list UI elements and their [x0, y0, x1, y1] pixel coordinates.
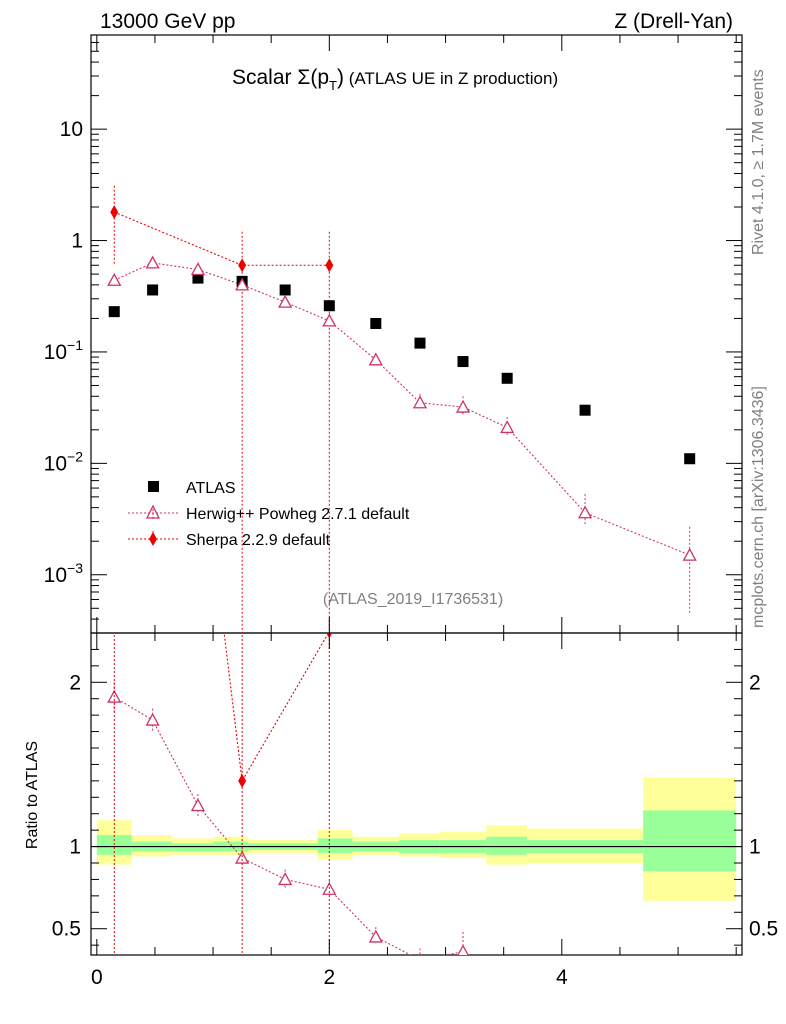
main-series	[107, 185, 697, 633]
legend: ATLAS Herwig++ Powheg 2.7.1 default Sher…	[128, 480, 410, 549]
atlas-point-0	[108, 306, 120, 318]
legend-atlas-marker	[148, 481, 159, 492]
band-inner-5	[317, 838, 353, 854]
herwig-point-10	[577, 505, 593, 519]
herwig-point-7	[412, 395, 428, 409]
herwig-point-11	[682, 547, 697, 561]
xtick-label-2: 4	[556, 966, 568, 989]
herwig-point-5	[322, 313, 337, 327]
xtick-label-1: 2	[323, 966, 335, 989]
herwig-ratio-point-4	[278, 872, 293, 886]
sherpa-ratio-point-1	[238, 773, 247, 788]
legend-atlas-label: ATLAS	[186, 480, 236, 497]
sherpa-point-0	[110, 205, 119, 220]
atlas-point-6	[370, 318, 382, 330]
process-label: Z (Drell-Yan)	[614, 10, 733, 33]
legend-herwig-label: Herwig++ Powheg 2.7.1 default	[186, 506, 410, 523]
ratio-ytick-label-left-1: 1	[69, 836, 81, 859]
ratio-ytick-label-left-2: 0.5	[52, 918, 81, 941]
plot-title: Scalar Σ(pT) (ATLAS UE in Z production)	[232, 66, 558, 93]
xtick-label-0: 0	[91, 966, 103, 989]
ratio-ytick-label-right-1: 1	[749, 836, 761, 859]
herwig-ratio-point-8	[457, 944, 469, 955]
herwig-ratio-line	[113, 696, 464, 955]
herwig-point-2	[190, 262, 206, 276]
sherpa-line	[114, 211, 330, 266]
herwig-ratio-point-6	[368, 929, 383, 943]
ratio-ytick-label-left-0: 2	[69, 671, 81, 694]
source-label: mcplots.cern.ch [arXiv:1306.3436]	[750, 386, 767, 628]
herwig-ratio-point-7	[418, 952, 422, 955]
band-inner-11	[643, 810, 737, 872]
atlas-point-2	[192, 272, 204, 284]
atlas-point-4	[279, 284, 291, 296]
herwig-ratio-point-1	[145, 712, 160, 726]
atlas-point-11	[684, 453, 696, 465]
herwig-point-1	[145, 255, 160, 269]
main-ytick-label-2: 10−1	[44, 337, 84, 364]
ratio-series-clipped	[107, 633, 469, 955]
sherpa-ratio-line	[223, 633, 329, 783]
atlas-point-1	[147, 284, 159, 296]
band-inner-9	[486, 836, 527, 855]
sherpa-point-2	[325, 258, 334, 273]
ratio-y-label: Ratio to ATLAS	[24, 741, 41, 849]
legend-sherpa-label: Sherpa 2.2.9 default	[186, 532, 331, 549]
ratio-ytick-label-right-0: 2	[749, 671, 761, 694]
analysis-id: (ATLAS_2019_I1736531)	[323, 591, 503, 608]
ratio-plot	[91, 777, 742, 901]
herwig-point-0	[107, 272, 122, 286]
herwig-point-6	[368, 352, 383, 366]
atlas-point-10	[579, 404, 591, 416]
herwig-line	[114, 262, 690, 556]
ratio-series	[107, 633, 469, 955]
rivet-label: Rivet 4.1.0, ≥ 1.7M events	[750, 69, 767, 255]
main-ytick-label-1: 1	[71, 230, 83, 253]
legend-sherpa-marker	[149, 532, 157, 546]
atlas-point-5	[323, 300, 335, 312]
axes: 10 1 10−1 10−2 10−3 2 2 1 1 0.5 0.5 0 2 4	[44, 34, 778, 989]
ratio-frame	[90, 632, 743, 956]
herwig-point-8	[455, 399, 471, 413]
legend-herwig-marker	[145, 504, 161, 519]
sherpa-point-1	[238, 258, 247, 273]
beam-label: 13000 GeV pp	[100, 10, 235, 33]
atlas-point-8	[457, 356, 469, 368]
main-ytick-label-0: 10	[60, 118, 83, 141]
herwig-point-4	[278, 294, 293, 308]
herwig-point-3	[235, 277, 250, 291]
main-ytick-label-3: 10−2	[44, 448, 84, 475]
ratio-ytick-label-right-2: 0.5	[749, 918, 778, 941]
main-ytick-label-4: 10−3	[44, 560, 84, 587]
atlas-point-7	[414, 337, 426, 349]
herwig-ratio-point-2	[190, 798, 206, 812]
atlas-point-9	[501, 372, 513, 384]
plot-frames	[90, 34, 743, 956]
band-inner-2	[172, 843, 214, 852]
herwig-point-9	[500, 420, 515, 434]
